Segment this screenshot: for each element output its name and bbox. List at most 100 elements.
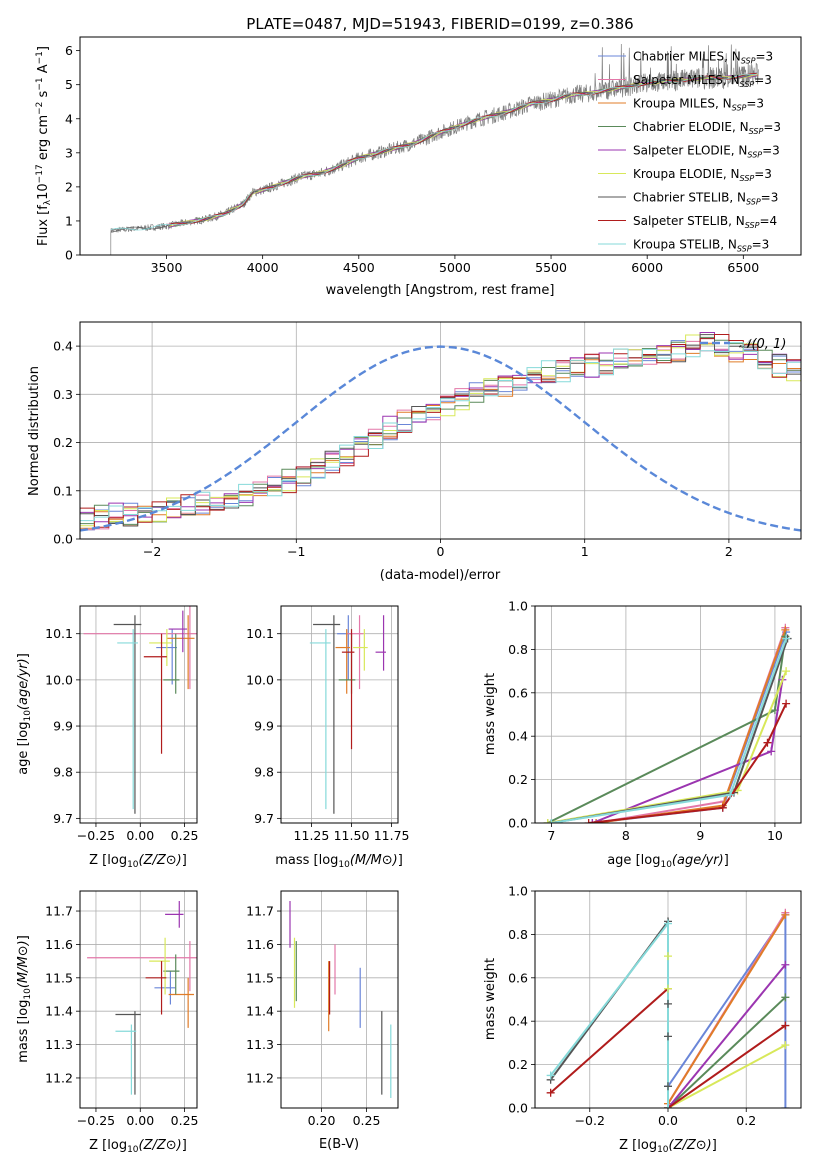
- x-axis-label: mass [log10(M/M⊙)]: [275, 853, 403, 870]
- x-tick-label: 9: [696, 828, 704, 843]
- label-sub: 10: [338, 860, 350, 870]
- legend-subscript: SSP: [746, 198, 761, 207]
- x-tick-label: 4000: [247, 260, 279, 275]
- y-tick-label: 1.0: [508, 599, 528, 614]
- y-tick-label: 10.1: [246, 626, 274, 641]
- x-tick-label: 0.00: [126, 1113, 154, 1128]
- label-part: mass [log: [16, 1000, 31, 1063]
- y-tick-label: 11.5: [45, 970, 73, 985]
- legend-label: Chabrier ELODIE, NSSP=3: [633, 120, 781, 136]
- point-marker: [781, 1021, 790, 1030]
- y-label-part: s: [36, 90, 51, 101]
- y-label-part: 10: [36, 183, 51, 200]
- histogram-kroupa-elodie: [80, 334, 801, 527]
- label-sub: 10: [23, 988, 33, 1000]
- x-tick-label: 5500: [535, 260, 567, 275]
- y-tick-label: 0.0: [53, 532, 73, 547]
- y-tick-label: 9.7: [254, 811, 274, 826]
- label-part: age [log: [607, 853, 660, 868]
- y-tick-label: 0.6: [508, 685, 528, 700]
- y-label-sup: −1: [35, 51, 45, 64]
- series-line: [549, 920, 669, 1108]
- legend-subscript: SSP: [737, 245, 752, 254]
- y-axis-label: mass [log10(M/M⊙)]: [16, 935, 33, 1063]
- x-tick-label: 3500: [151, 260, 183, 275]
- y-axis-label: age [log10(age/yr)]: [16, 653, 33, 775]
- x-tick-label: 5000: [439, 260, 471, 275]
- y-label-sup: −1: [35, 77, 45, 90]
- point-marker: [584, 819, 593, 823]
- point-marker: [767, 747, 776, 756]
- plot-area: [87, 901, 197, 1095]
- x-tick-label: 2: [725, 544, 733, 559]
- legend-label: Kroupa STELIB, NSSP=3: [633, 238, 769, 254]
- point-marker: [592, 819, 601, 823]
- x-tick-label: 0.2: [736, 1113, 756, 1128]
- histogram-chabrier-stelib: [80, 334, 801, 527]
- plot-area: [83, 606, 197, 814]
- y-tick-label: 11.3: [45, 1037, 73, 1052]
- x-tick-label: 11.50: [334, 828, 370, 843]
- model-spectrum-kroupa-stelib: [110, 73, 757, 231]
- normal-curve: [80, 345, 801, 532]
- label-part: Z [log: [89, 853, 127, 868]
- y-tick-label: 9.9: [254, 719, 274, 734]
- x-tick-label: 0.0: [658, 1113, 678, 1128]
- label-part: age [log: [16, 722, 31, 775]
- point-marker: [664, 952, 672, 961]
- y-tick-label: 11.2: [246, 1070, 274, 1085]
- x-tick-label: 10: [767, 828, 783, 843]
- legend-model: Chabrier STELIB, N: [633, 191, 746, 205]
- point-marker: [782, 667, 791, 676]
- y-label-sup: −2: [35, 102, 45, 115]
- legend-nssp: =3: [746, 97, 764, 111]
- legend-label: Chabrier STELIB, NSSP=3: [633, 191, 778, 207]
- y-tick-label: 11.2: [45, 1070, 73, 1085]
- axes-frame: [79, 890, 198, 1109]
- y-tick-label: 9.8: [53, 765, 73, 780]
- legend-label: Salpeter MILES, NSSP=3: [633, 73, 772, 89]
- y-tick-label: 0: [65, 248, 73, 263]
- point-marker: [763, 738, 772, 747]
- y-tick-label: 0.4: [53, 339, 73, 354]
- x-tick-label: −1: [287, 544, 305, 559]
- x-tick-label: 0.25: [171, 828, 199, 843]
- y-tick-label: 11.7: [246, 904, 274, 919]
- legend-subscript: SSP: [740, 80, 755, 89]
- legend-label: Chabrier MILES, NSSP=3: [633, 50, 773, 66]
- x-axis-label: Z [log10(Z/Z⊙)]: [619, 1138, 717, 1155]
- figure-title: PLATE=0487, MJD=51943, FIBERID=0199, z=0…: [246, 15, 633, 33]
- histogram-chabrier-elodie: [80, 336, 801, 525]
- y-tick-label: 0.3: [53, 387, 73, 402]
- x-tick-label: 0.25: [353, 1113, 381, 1128]
- x-axis-label: wavelength [Angstrom, rest frame]: [326, 283, 555, 298]
- plot-area: [289, 901, 392, 1098]
- y-tick-label: 9.8: [254, 765, 274, 780]
- x-axis-label: Z [log10(Z/Z⊙)]: [89, 1138, 187, 1155]
- z-mass-axes: −0.25 0.00 0.25 11.2 11.3 11.4 11.5 11.6 11.7: [45, 890, 199, 1128]
- y-tick-label: 3: [65, 145, 73, 160]
- label-part: (Z/Z⊙): [139, 853, 182, 868]
- x-tick-label: 0.20: [308, 1113, 336, 1128]
- y-tick-label: 11.5: [246, 970, 274, 985]
- y-tick-label: 1.0: [508, 884, 528, 899]
- label-part: Z [log: [89, 1138, 127, 1153]
- label-part: ]: [712, 1138, 717, 1153]
- y-tick-label: 0.0: [508, 1101, 528, 1116]
- y-tick-label: 2: [65, 179, 73, 194]
- z-massweight-axes: −0.2 0.0 0.2 0.0 0.2 0.4 0.6 0.8 1.0: [508, 884, 802, 1128]
- plot-area: [309, 615, 386, 814]
- ebv-mass-axes: 0.20 0.25 11.2 11.3 11.4 11.5 11.6 11.7: [246, 890, 399, 1128]
- label-part: Z [log: [619, 1138, 657, 1153]
- y-tick-label: 0.2: [508, 772, 528, 787]
- legend-model: Kroupa ELODIE, N: [633, 167, 740, 181]
- y-tick-label: 11.4: [45, 1004, 73, 1019]
- legend-model: Kroupa STELIB, N: [633, 238, 737, 252]
- y-tick-label: 0.2: [53, 435, 73, 450]
- x-axis-label: Z [log10(Z/Z⊙)]: [89, 853, 187, 870]
- histogram-axes: −2 −1 0 1 2 0.0 0.1 0.2 0.3 0.4: [53, 321, 802, 559]
- legend-label: Kroupa ELODIE, NSSP=3: [633, 167, 772, 183]
- legend-subscript: SSP: [747, 151, 762, 160]
- legend-nssp: =3: [761, 191, 779, 205]
- legend-nssp: =3: [754, 73, 772, 87]
